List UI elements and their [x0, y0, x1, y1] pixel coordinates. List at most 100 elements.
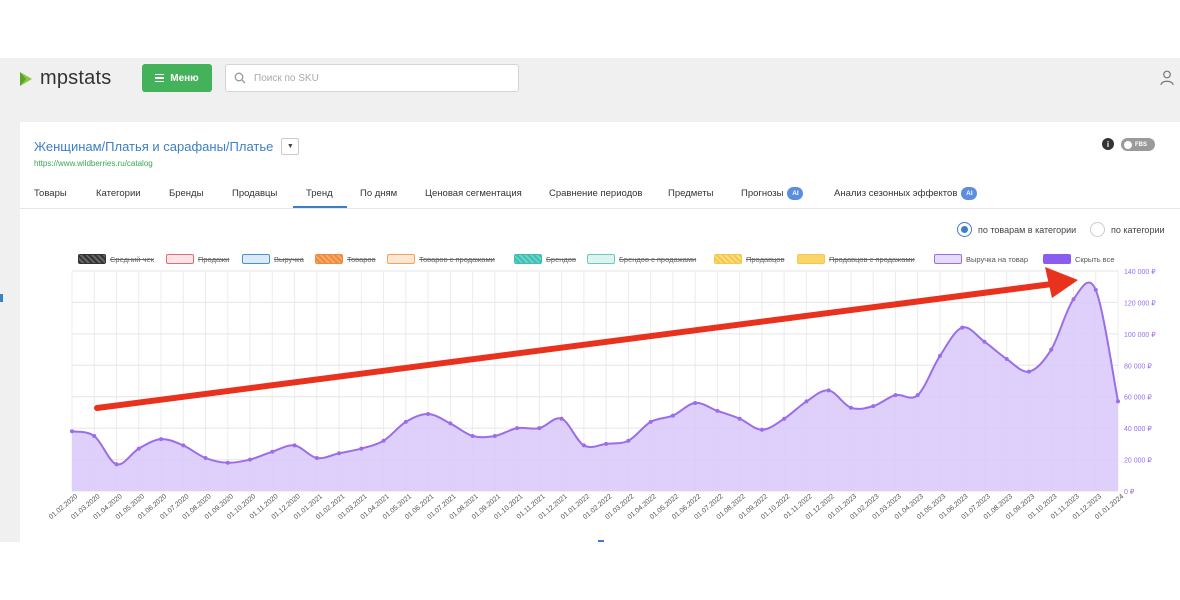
logo-text: mpstats [40, 67, 112, 89]
tab-categories[interactable]: Категории [96, 178, 141, 208]
data-point [248, 457, 253, 462]
info-icon[interactable]: i [1102, 138, 1114, 150]
legend-swatch [166, 254, 194, 264]
breadcrumb: Женщинам/Платья и сарафаны/Платье ▼ [34, 138, 300, 155]
search-input[interactable] [254, 72, 504, 84]
tab-brands[interactable]: Бренды [169, 178, 203, 208]
legend-revenue[interactable]: Выручка [242, 252, 304, 266]
tab-label: Предметы [668, 187, 714, 199]
legend-swatch [242, 254, 270, 264]
data-point [1004, 357, 1009, 361]
toggle-knob [1124, 140, 1132, 149]
legend-brands[interactable]: Брендов [514, 252, 576, 266]
legend-revenue-per-product[interactable]: Выручка на товар [934, 252, 1028, 266]
data-point [693, 401, 698, 405]
tab-subjects[interactable]: Предметы [668, 178, 713, 208]
legend-avg-check[interactable]: Средний чек [78, 252, 154, 266]
data-point [648, 419, 653, 424]
trend-arrow-head [1045, 267, 1078, 298]
scroll-marker [598, 540, 604, 542]
data-point [559, 416, 564, 421]
edge-marker [0, 294, 3, 302]
radio-by-products[interactable]: по товарам в категории [957, 222, 1076, 237]
data-point [136, 446, 141, 451]
legend-label: Продавцов [746, 254, 785, 264]
search-box[interactable] [225, 64, 519, 92]
legend-sellers[interactable]: Продавцов [714, 252, 784, 266]
legend-sales[interactable]: Продажи [166, 252, 229, 266]
tab-period-comparison[interactable]: Сравнение периодов [549, 178, 642, 208]
legend-label: Товаров [347, 254, 376, 264]
chevron-down-icon: ▼ [286, 143, 294, 150]
tab-label: Тренд [306, 187, 333, 199]
data-point [982, 339, 987, 344]
legend-products-with-sales[interactable]: Товаров с продажами [387, 252, 495, 266]
user-icon[interactable] [1160, 70, 1174, 86]
logo[interactable]: mpstats [18, 67, 111, 90]
y-tick-label: 20 000 ₽ [1124, 457, 1152, 465]
tab-sellers[interactable]: Продавцы [232, 178, 277, 208]
legend-swatch [714, 254, 742, 264]
tabs-bar: Товары Категории Бренды Продавцы Тренд П… [20, 178, 1180, 208]
tab-label: Категории [96, 187, 141, 199]
tab-label: Сравнение периодов [549, 187, 643, 199]
y-tick-label: 100 000 ₽ [1124, 331, 1156, 339]
tab-label: Бренды [169, 187, 204, 199]
tab-label: Анализ сезонных эффектов [834, 187, 958, 199]
legend-swatch [934, 254, 962, 264]
data-point [581, 443, 586, 448]
logo-icon [20, 71, 32, 86]
data-point [848, 405, 853, 410]
legend-swatch [1043, 254, 1071, 264]
tabs-divider [20, 208, 1180, 209]
legend-swatch [514, 254, 542, 264]
tab-products[interactable]: Товары [34, 178, 67, 208]
radio-by-category[interactable]: по категории [1090, 222, 1165, 237]
category-dropdown-button[interactable]: ▼ [281, 138, 300, 155]
data-point [893, 393, 898, 398]
data-point [626, 438, 631, 443]
tab-seasonal-analysis[interactable]: Анализ сезонных эффектов AI [834, 178, 978, 208]
fbs-toggle[interactable]: FBS [1121, 138, 1155, 151]
radio-unselected-icon [1090, 222, 1105, 237]
data-point [159, 437, 164, 442]
legend-swatch [587, 254, 615, 264]
data-point [1071, 297, 1076, 302]
y-tick-label: 140 000 ₽ [1124, 268, 1156, 276]
breadcrumb-text[interactable]: Женщинам/Платья и сарафаны/Платье [34, 139, 274, 154]
legend-sellers-with-sales[interactable]: Продавцов с продажами [797, 252, 915, 266]
radio-label: по категории [1111, 224, 1165, 235]
data-point [960, 325, 965, 330]
radio-label: по товарам в категории [978, 224, 1077, 235]
data-point [604, 441, 609, 446]
tab-label: Прогнозы [741, 187, 784, 199]
tab-trend[interactable]: Тренд [306, 178, 333, 208]
data-point [337, 451, 342, 456]
legend-label: Товаров с продажами [419, 254, 495, 264]
data-point [537, 426, 542, 431]
tab-by-days[interactable]: По дням [360, 178, 397, 208]
search-icon [234, 72, 246, 84]
top-bar: mpstats Меню [0, 58, 1180, 98]
data-point [403, 419, 408, 424]
legend-brands-with-sales[interactable]: Брендов с продажами [587, 252, 696, 266]
data-point [448, 421, 453, 426]
data-point [70, 429, 74, 434]
tab-price-segmentation[interactable]: Ценовая сегментация [425, 178, 522, 208]
source-url[interactable]: https://www.wildberries.ru/catalog [34, 159, 153, 168]
legend-products[interactable]: Товаров [315, 252, 376, 266]
hide-all-button[interactable]: Скрыть все [1043, 252, 1115, 266]
data-point [292, 443, 297, 448]
data-point [715, 408, 720, 413]
legend-swatch [797, 254, 825, 264]
series-area [72, 282, 1118, 491]
trend-chart: 0 ₽ 20 000 ₽ 40 000 ₽ 60 000 ₽ 80 000 ₽ 100 0… [48, 267, 1156, 521]
ai-badge: AI [787, 186, 804, 200]
data-point [203, 456, 208, 460]
tab-forecasts[interactable]: Прогнозы AI [741, 178, 804, 208]
data-point [1093, 287, 1098, 292]
data-point [381, 438, 386, 443]
tab-label: По дням [360, 187, 398, 199]
menu-button[interactable]: Меню [142, 64, 212, 92]
fbs-label: FBS [1135, 141, 1147, 148]
